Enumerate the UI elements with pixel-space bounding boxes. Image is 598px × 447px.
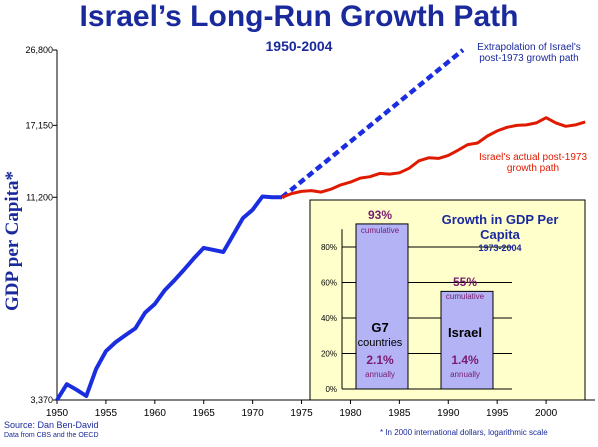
g7-annual: 2.1% [366, 353, 394, 367]
inset-bar-g7 [355, 223, 409, 390]
inset-tick-label: 60% [321, 279, 337, 288]
footnote: * In 2000 international dollars, logarit… [380, 428, 548, 437]
israel-annual: 1.4% [451, 353, 479, 367]
pre-1973-line [55, 194, 282, 402]
g7-name2: countries [357, 337, 403, 349]
israel-name: Israel [448, 325, 482, 340]
israel-percent: 55% [452, 275, 478, 289]
israel-annual-label: annually [450, 370, 480, 379]
x-tick-label: 1950 [46, 408, 69, 419]
x-tick-label: 2000 [535, 408, 558, 419]
g7-annual-label: annually [365, 370, 395, 379]
g7-percent: 93% [367, 208, 393, 222]
x-tick-label: 1995 [486, 408, 509, 419]
y-tick-label: 3,370 [30, 395, 53, 405]
inset-tick-label: 20% [321, 350, 337, 359]
data-source-note: Data from CBS and the OECD [4, 432, 99, 439]
actual-growth-label: Israel's actual post-1973 growth path [478, 152, 588, 174]
extrapolation-line [280, 48, 465, 200]
x-tick-label: 1975 [290, 408, 313, 419]
extrapolation-label: Extrapolation of Israel's post-1973 grow… [477, 42, 581, 64]
inset-subtitle: 1973-2004 [478, 243, 522, 253]
source-note: Source: Dan Ben-David [4, 420, 99, 430]
inset-tick-label: 40% [321, 314, 337, 323]
post-1973-line [281, 116, 586, 199]
y-tick-label: 17,150 [25, 120, 53, 130]
chart-subtitle: 1950-2004 [265, 38, 333, 54]
g7-cumulative: cumulative [360, 226, 400, 235]
inset-title: Growth in GDP Per Capita [441, 212, 559, 242]
x-tick-label: 1990 [437, 408, 460, 419]
x-tick-label: 1970 [242, 408, 265, 419]
inset-bar-israel [440, 290, 494, 390]
israel-cumulative: cumulative [445, 292, 485, 301]
x-tick-label: 1965 [193, 408, 216, 419]
y-tick-label: 26,800 [25, 45, 53, 55]
g7-name: G7 [371, 320, 389, 335]
y-tick-label: 11,200 [26, 192, 53, 202]
x-tick-label: 1960 [144, 408, 167, 419]
inset-tick-label: 80% [321, 243, 337, 252]
x-tick-label: 1985 [388, 408, 411, 419]
x-tick-label: 1980 [339, 408, 362, 419]
chart-title: Israel’s Long-Run Growth Path [79, 0, 519, 33]
inset-tick-label: 0% [325, 385, 337, 394]
x-tick-label: 1955 [95, 408, 118, 419]
